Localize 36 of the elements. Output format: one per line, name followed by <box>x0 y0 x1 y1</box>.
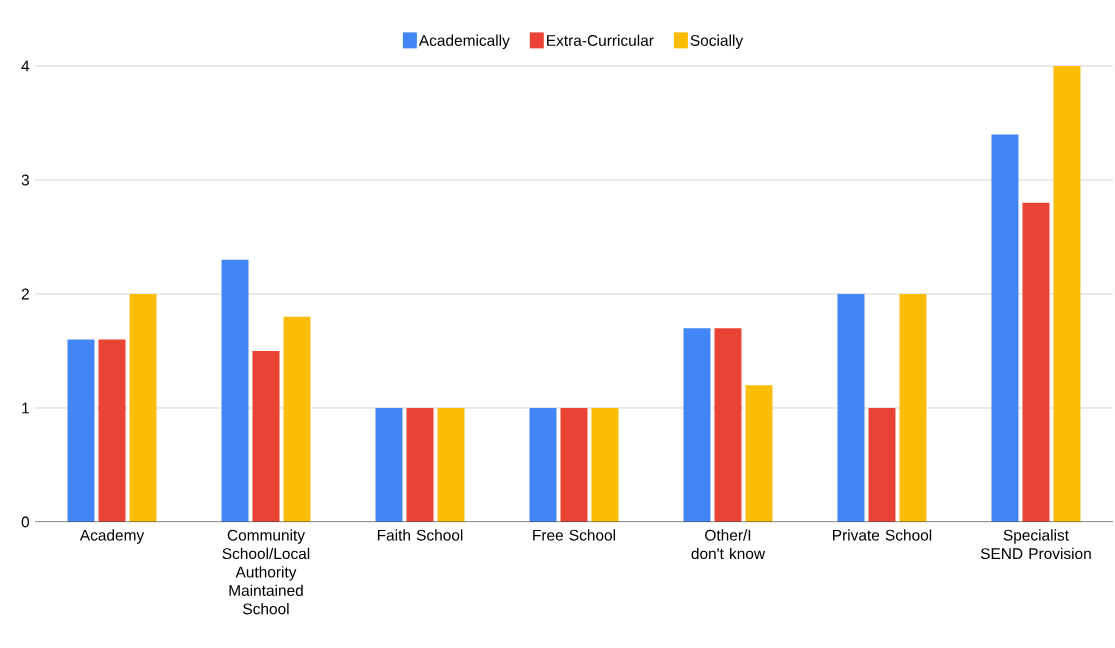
bar <box>1022 202 1050 522</box>
bar <box>714 328 742 522</box>
bar <box>868 407 896 522</box>
y-tick-label: 1 <box>22 402 29 414</box>
bar <box>745 385 773 522</box>
bar <box>406 407 434 522</box>
bar <box>129 293 157 522</box>
y-tick-label: 0 <box>21 516 30 528</box>
y-tick-label: 2 <box>21 288 29 300</box>
bar <box>683 328 711 522</box>
x-tick-label: Specialist SEND Provision <box>980 529 1091 560</box>
bar <box>221 259 249 522</box>
legend-label: Socially <box>690 34 744 50</box>
bar <box>837 293 865 522</box>
legend-label: Extra-Curricular <box>547 34 654 46</box>
bar <box>1053 65 1081 522</box>
bar <box>437 407 465 522</box>
x-tick-label: Faith School <box>377 529 463 541</box>
bar <box>252 350 280 522</box>
bar <box>991 134 1019 522</box>
bar <box>98 339 126 522</box>
y-tick-label: 4 <box>21 60 30 72</box>
bar <box>529 407 557 522</box>
x-tick-label: Other/I don't know <box>691 529 766 560</box>
x-tick-label: Free School <box>533 529 615 541</box>
bar <box>283 316 311 522</box>
bar <box>560 407 588 522</box>
bar <box>375 407 403 522</box>
x-tick-label: Community School/Local Authority Maintained School <box>222 529 310 615</box>
bar <box>67 339 95 522</box>
bar <box>591 407 619 522</box>
bar <box>899 293 927 522</box>
y-tick-label: 3 <box>21 174 29 186</box>
legend-label: Academically <box>418 34 510 50</box>
x-tick-label: Private School <box>833 529 932 541</box>
x-tick-label: Academy <box>79 529 145 544</box>
